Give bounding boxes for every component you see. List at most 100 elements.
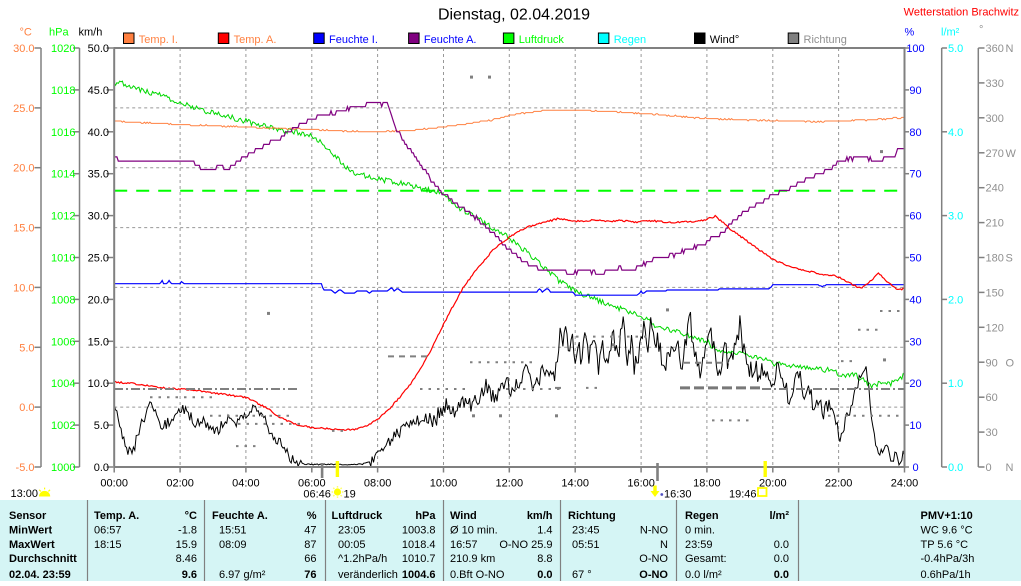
svg-text:S: S — [1006, 253, 1013, 265]
svg-text:210: 210 — [986, 218, 1004, 230]
svg-text:19: 19 — [344, 489, 356, 501]
svg-text:150: 150 — [986, 287, 1004, 299]
svg-text:N-NO: N-NO — [640, 524, 669, 536]
svg-text:Luftdruck: Luftdruck — [332, 510, 384, 522]
svg-text:0.Bft O-NO: 0.Bft O-NO — [450, 569, 505, 581]
svg-text:04:00: 04:00 — [232, 478, 260, 490]
svg-text:0.0: 0.0 — [774, 553, 789, 565]
svg-text:Temp. I.: Temp. I. — [139, 34, 178, 46]
svg-text:8.46: 8.46 — [176, 553, 197, 565]
svg-text:0.0 l/m²: 0.0 l/m² — [685, 569, 722, 581]
svg-text:02:00: 02:00 — [166, 478, 194, 490]
svg-text:WC 9.6 °C: WC 9.6 °C — [921, 524, 973, 536]
svg-text:16:57: 16:57 — [450, 539, 478, 551]
svg-text:-0.4hPa/3h: -0.4hPa/3h — [921, 553, 975, 565]
svg-text:50: 50 — [909, 253, 921, 265]
svg-text:Feuchte A.: Feuchte A. — [424, 34, 477, 46]
svg-text:O: O — [1006, 357, 1015, 369]
svg-text:MaxWert: MaxWert — [9, 539, 55, 551]
svg-text:Wind°: Wind° — [710, 34, 739, 46]
svg-text:20.0: 20.0 — [13, 163, 34, 175]
svg-text:Regen: Regen — [614, 34, 646, 46]
svg-text:TP 5.6 °C: TP 5.6 °C — [921, 539, 969, 551]
svg-text:1003.8: 1003.8 — [402, 524, 436, 536]
svg-text:-5.0: -5.0 — [16, 462, 35, 474]
svg-text:5.0: 5.0 — [94, 420, 109, 432]
svg-text:23:59: 23:59 — [685, 539, 713, 551]
svg-text:35.0: 35.0 — [88, 169, 109, 181]
svg-text:1016: 1016 — [51, 127, 75, 139]
svg-text:1018.4: 1018.4 — [402, 539, 436, 551]
svg-text:330: 330 — [986, 78, 1004, 90]
svg-text:°C: °C — [20, 27, 32, 39]
svg-text:Temp. A.: Temp. A. — [234, 34, 277, 46]
svg-text:14:00: 14:00 — [561, 478, 589, 490]
svg-text:100: 100 — [906, 43, 924, 55]
svg-text:06:46: 06:46 — [303, 489, 331, 501]
svg-text:Durchschnitt: Durchschnitt — [9, 553, 77, 565]
svg-text:19:46: 19:46 — [729, 489, 757, 501]
svg-text:76: 76 — [304, 569, 316, 581]
svg-text:0.0: 0.0 — [948, 462, 963, 474]
svg-text:08:09: 08:09 — [219, 539, 247, 551]
svg-text:O-NO 25.9: O-NO 25.9 — [499, 539, 552, 551]
svg-text:1018: 1018 — [51, 85, 75, 97]
svg-text:3.0: 3.0 — [948, 211, 963, 223]
svg-text:-1.8: -1.8 — [178, 524, 197, 536]
svg-text:270: 270 — [986, 148, 1004, 160]
svg-text:12:00: 12:00 — [496, 478, 524, 490]
svg-text:22:00: 22:00 — [825, 478, 853, 490]
svg-text:N: N — [1006, 462, 1014, 474]
svg-text:6.97 g/m²: 6.97 g/m² — [219, 569, 266, 581]
svg-text:O-NO: O-NO — [639, 569, 668, 581]
svg-text:08:00: 08:00 — [364, 478, 392, 490]
svg-text:1020: 1020 — [51, 43, 75, 55]
svg-text:0.0: 0.0 — [94, 462, 109, 474]
svg-text:l/m²: l/m² — [769, 510, 789, 522]
svg-text:8.8: 8.8 — [537, 553, 552, 565]
svg-text:00:05: 00:05 — [338, 539, 366, 551]
svg-text:18:15: 18:15 — [94, 539, 122, 551]
svg-text:4.0: 4.0 — [948, 127, 963, 139]
svg-text:PMV+1:10: PMV+1:10 — [921, 510, 973, 522]
svg-text:5.0: 5.0 — [19, 342, 34, 354]
svg-text:30: 30 — [909, 336, 921, 348]
svg-text:hPa: hPa — [49, 27, 69, 39]
svg-text:16:30: 16:30 — [664, 489, 692, 501]
svg-text:45.0: 45.0 — [88, 85, 109, 97]
svg-text:°C: °C — [185, 510, 197, 522]
svg-text:02.04. 23:59: 02.04. 23:59 — [9, 569, 71, 581]
svg-text:06:00: 06:00 — [298, 478, 326, 490]
svg-text:N: N — [1006, 43, 1014, 55]
svg-text:O-NO: O-NO — [639, 553, 668, 565]
svg-text:W: W — [1006, 148, 1017, 160]
svg-text:05:51: 05:51 — [572, 539, 600, 551]
svg-text:90: 90 — [909, 85, 921, 97]
svg-text:km/h: km/h — [527, 510, 553, 522]
svg-text:5.0: 5.0 — [948, 43, 963, 55]
svg-text:1004.6: 1004.6 — [402, 569, 436, 581]
svg-text:0.0: 0.0 — [774, 569, 789, 581]
svg-text:24:00: 24:00 — [891, 478, 919, 490]
svg-text:10: 10 — [909, 420, 921, 432]
svg-text:1014: 1014 — [51, 169, 75, 181]
svg-text:67 °: 67 ° — [572, 569, 592, 581]
svg-text:60: 60 — [909, 211, 921, 223]
svg-text:0.0: 0.0 — [19, 402, 34, 414]
svg-text:1010: 1010 — [51, 253, 75, 265]
svg-text:1012: 1012 — [51, 211, 75, 223]
svg-text:90: 90 — [986, 357, 998, 369]
svg-text:MinWert: MinWert — [9, 524, 53, 536]
svg-text:87: 87 — [304, 539, 316, 551]
svg-text:10:00: 10:00 — [430, 478, 458, 490]
svg-text:20:00: 20:00 — [759, 478, 787, 490]
svg-text:km/h: km/h — [79, 27, 103, 39]
svg-text:2.0: 2.0 — [948, 294, 963, 306]
svg-text:l/m²: l/m² — [941, 27, 960, 39]
svg-text:veränderlich: veränderlich — [338, 569, 398, 581]
svg-text:25.0: 25.0 — [88, 253, 109, 265]
svg-text:300: 300 — [986, 113, 1004, 125]
svg-text:06:57: 06:57 — [94, 524, 122, 536]
svg-text:Luftdruck: Luftdruck — [519, 34, 565, 46]
svg-text:0.0: 0.0 — [774, 539, 789, 551]
